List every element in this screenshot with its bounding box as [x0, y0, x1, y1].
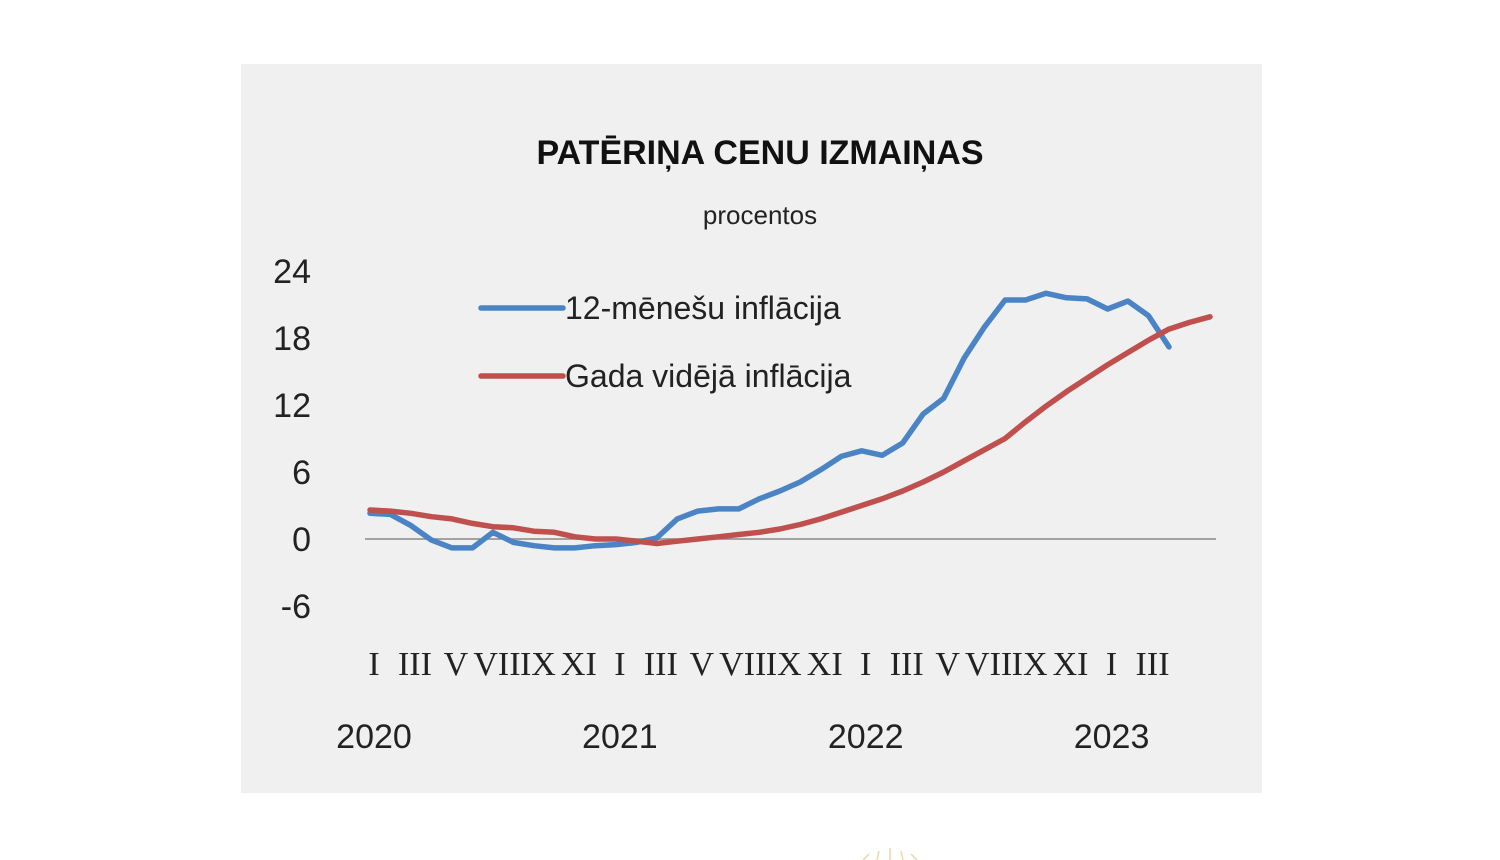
x-year-label: 2022 [828, 718, 904, 756]
series-line-1 [367, 290, 1172, 551]
x-month-label: V [690, 646, 715, 683]
legend: 12-mēnešu inflācija Gada vidējā inflācija [478, 290, 852, 394]
chart-svg: PATĒRIŅA CENU IZMAIŅAS procentos 24 18 12 6… [273, 134, 1216, 756]
decorative-glyph-icon [862, 848, 918, 860]
x-month-label: III [644, 646, 678, 683]
y-tick-label: 24 [273, 253, 311, 291]
x-year-label: 2023 [1074, 718, 1150, 756]
legend-label-2: Gada vidējā inflācija [565, 358, 852, 394]
x-month-label: I [860, 646, 871, 683]
legend-label-1: 12-mēnešu inflācija [565, 290, 841, 326]
y-axis-ticks: 24 18 12 6 0 -6 [273, 253, 311, 626]
x-month-label: V [444, 646, 469, 683]
x-month-label: I [614, 646, 625, 683]
series-line-2 [367, 314, 1213, 547]
chart-title: PATĒRIŅA CENU IZMAIŅAS [536, 134, 983, 172]
y-tick-label: 12 [273, 387, 311, 425]
x-axis-month-ticks: I III V VII IX XI I III V VII IX XI I III V VII IX XI I III [368, 646, 1169, 683]
y-tick-label: 18 [273, 320, 311, 358]
x-month-label: I [368, 646, 379, 683]
x-year-label: 2021 [582, 718, 658, 756]
x-month-label: V [935, 646, 960, 683]
x-month-label: XI [807, 646, 843, 683]
y-tick-label: -6 [281, 588, 311, 626]
x-month-label: IX [766, 646, 802, 683]
x-month-label: VII [473, 646, 520, 683]
y-tick-label: 0 [292, 521, 311, 559]
x-month-label: III [1136, 646, 1170, 683]
x-month-label: VII [965, 646, 1012, 683]
y-tick-label: 6 [292, 454, 311, 492]
chart-panel: PATĒRIŅA CENU IZMAIŅAS procentos 24 18 12 6… [241, 64, 1262, 793]
x-month-label: VII [719, 646, 766, 683]
x-month-label: III [890, 646, 924, 683]
x-year-label: 2020 [336, 718, 412, 756]
x-month-label: IX [520, 646, 556, 683]
x-month-label: XI [1053, 646, 1089, 683]
series-lines [367, 290, 1213, 551]
x-month-label: IX [1012, 646, 1048, 683]
x-month-label: XI [561, 646, 597, 683]
x-axis-year-ticks: 2020 2021 2022 2023 [336, 718, 1149, 756]
x-month-label: I [1106, 646, 1117, 683]
x-month-label: III [398, 646, 432, 683]
chart-subtitle: procentos [703, 200, 817, 230]
